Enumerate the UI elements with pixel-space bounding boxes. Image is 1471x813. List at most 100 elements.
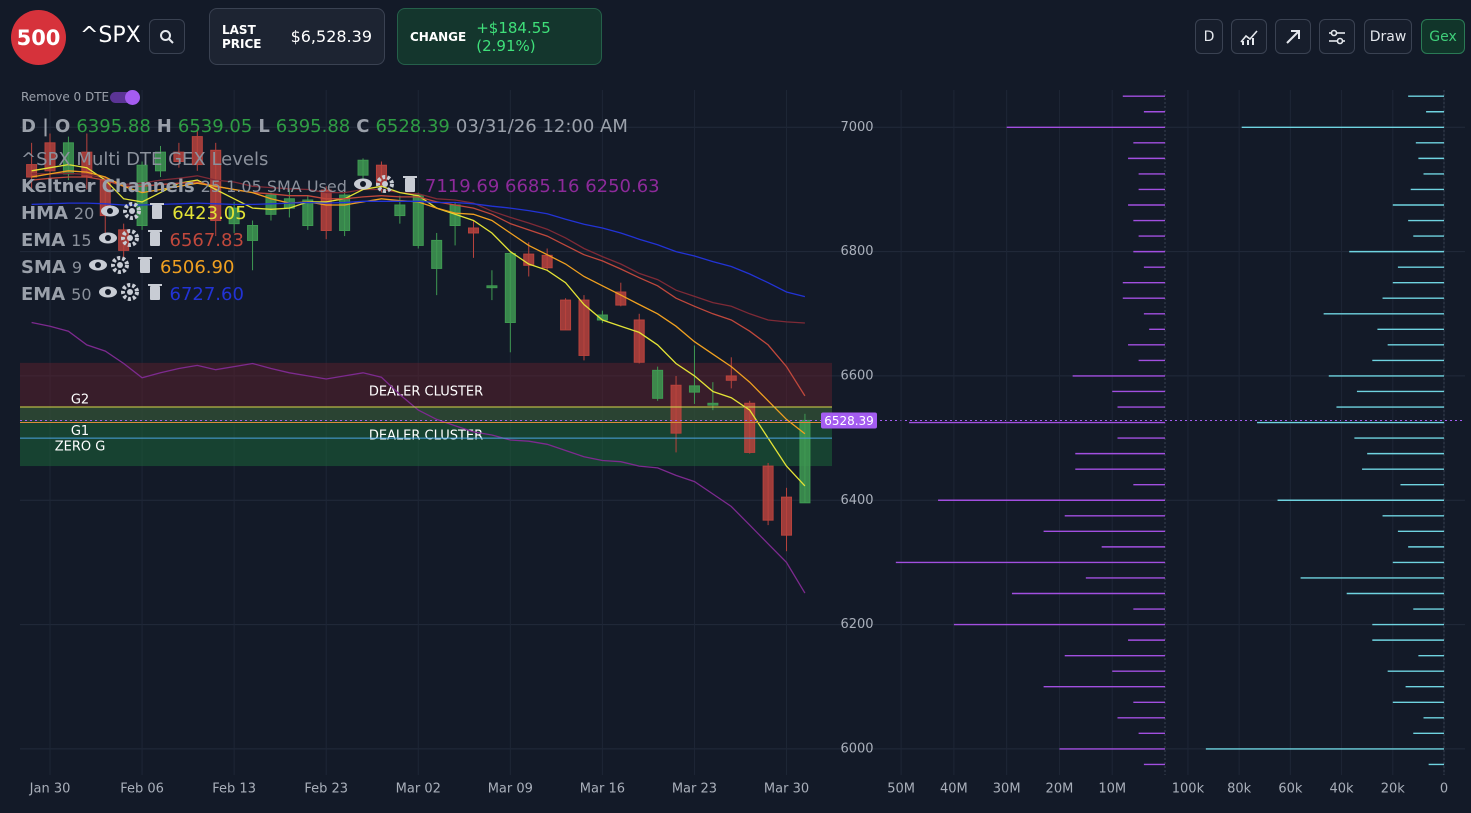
candle-body (320, 189, 332, 231)
axes: 6000 6200 6400 6600 6800 7000 Jan 30 Feb 06 Feb … (20, 120, 1465, 797)
price-tag-label: 6528.39 (824, 414, 874, 428)
gex-level-label: G2 (71, 393, 89, 408)
y-tick-label: 7000 (840, 120, 873, 135)
candle-body (523, 253, 535, 266)
x-tick-label: 50M (887, 782, 915, 797)
price-tag (821, 412, 877, 429)
change: +$184.55 (2.91%) (476, 18, 551, 55)
indicator-line (31, 176, 806, 397)
x-tick-label: 30M (993, 782, 1021, 797)
candle-body (560, 299, 572, 331)
candle-body (302, 199, 314, 227)
candle-body (541, 254, 553, 269)
last-price: $6,528.39 (290, 27, 372, 46)
candle-body (265, 194, 277, 215)
candle-body (688, 385, 700, 393)
candle-body (154, 151, 166, 172)
interval-button[interactable]: D (1195, 19, 1223, 54)
y-tick-label: 6800 (840, 244, 873, 259)
candle-body (615, 291, 627, 306)
settings-button[interactable] (1319, 19, 1355, 54)
candle-body (578, 299, 590, 356)
x-tick-label: Feb 13 (212, 782, 256, 797)
last-price-label: LAST PRICE (222, 22, 262, 51)
candle-body (247, 225, 259, 241)
toggle-switch[interactable] (110, 90, 140, 105)
y-tick-label: 6000 (840, 741, 873, 756)
x-tick-label: Mar 02 (396, 782, 441, 797)
candle-body (799, 419, 811, 504)
candle-body (375, 164, 387, 186)
candle-body (339, 194, 351, 231)
candle-body (633, 319, 645, 363)
indicators-button[interactable] (1231, 19, 1267, 54)
candle-body (99, 179, 111, 217)
x-tick-label: 40k (1330, 782, 1355, 797)
candle-body (670, 384, 682, 434)
change-box: CHANGE +$184.55 (2.91%) (397, 8, 602, 65)
candle-body (781, 496, 793, 536)
toggle-label: Remove 0 DTE (21, 90, 110, 104)
draw-button[interactable]: Draw (1364, 19, 1412, 54)
candle-body (394, 204, 406, 217)
indicator-line (31, 321, 806, 594)
symbol: ^SPX (80, 23, 141, 48)
candle-body (191, 136, 203, 166)
candle-body (744, 402, 756, 453)
candle-body (431, 239, 443, 269)
x-tick-label: 80k (1227, 782, 1252, 797)
candle-body (486, 285, 498, 289)
x-tick-label: Mar 16 (580, 782, 625, 797)
x-tick-label: Mar 23 (672, 782, 717, 797)
candle-body (468, 227, 480, 234)
zone-label: DEALER CLUSTER (369, 385, 483, 400)
search-icon (160, 29, 174, 44)
indicators-icon (1240, 29, 1258, 45)
x-tick-label: 10M (1098, 782, 1126, 797)
last-price-box: LAST PRICE $6,528.39 (209, 8, 385, 65)
x-tick-label: Feb 23 (304, 782, 348, 797)
candle-body (136, 164, 148, 227)
x-tick-label: 60k (1278, 782, 1303, 797)
change-label: CHANGE (410, 29, 467, 44)
x-tick-label: Feb 06 (120, 782, 164, 797)
x-tick-label: 0 (1440, 782, 1448, 797)
toggle-knob (125, 90, 140, 105)
gex-button[interactable]: Gex (1421, 19, 1465, 54)
trend-icon (1286, 29, 1300, 44)
search-button[interactable] (149, 19, 185, 54)
x-tick-label: 20M (1046, 782, 1074, 797)
candle-body (707, 402, 719, 406)
candle-body (504, 252, 516, 323)
indicator-line (31, 172, 805, 324)
gex-level-label: G1 (71, 424, 89, 439)
x-tick-label: Mar 30 (764, 782, 809, 797)
gex-level-label: ZERO G (55, 440, 106, 455)
gex-zone (20, 406, 832, 467)
y-tick-label: 6600 (840, 368, 873, 383)
x-tick-label: Jan 30 (29, 782, 71, 797)
candle-body (62, 142, 74, 175)
y-tick-label: 6200 (840, 617, 873, 632)
trend-button[interactable] (1275, 19, 1311, 54)
candle-body (652, 369, 664, 399)
x-tick-label: Mar 09 (488, 782, 533, 797)
candle-body (357, 159, 369, 176)
zone-label: DEALER CLUSTER (369, 429, 483, 444)
indicator-lines (31, 163, 806, 594)
symbol-badge: 500 (11, 10, 66, 65)
candle-body (762, 465, 774, 521)
x-tick-label: 40M (940, 782, 968, 797)
candle-body (118, 229, 130, 251)
candle-body (173, 151, 185, 162)
candle-body (228, 207, 240, 225)
indicator-line (31, 163, 806, 487)
x-tick-label: 20k (1381, 782, 1406, 797)
candle-body (725, 375, 737, 381)
candle-body (26, 164, 38, 178)
x-tick-label: 100k (1172, 782, 1205, 797)
candle-body (44, 142, 56, 172)
